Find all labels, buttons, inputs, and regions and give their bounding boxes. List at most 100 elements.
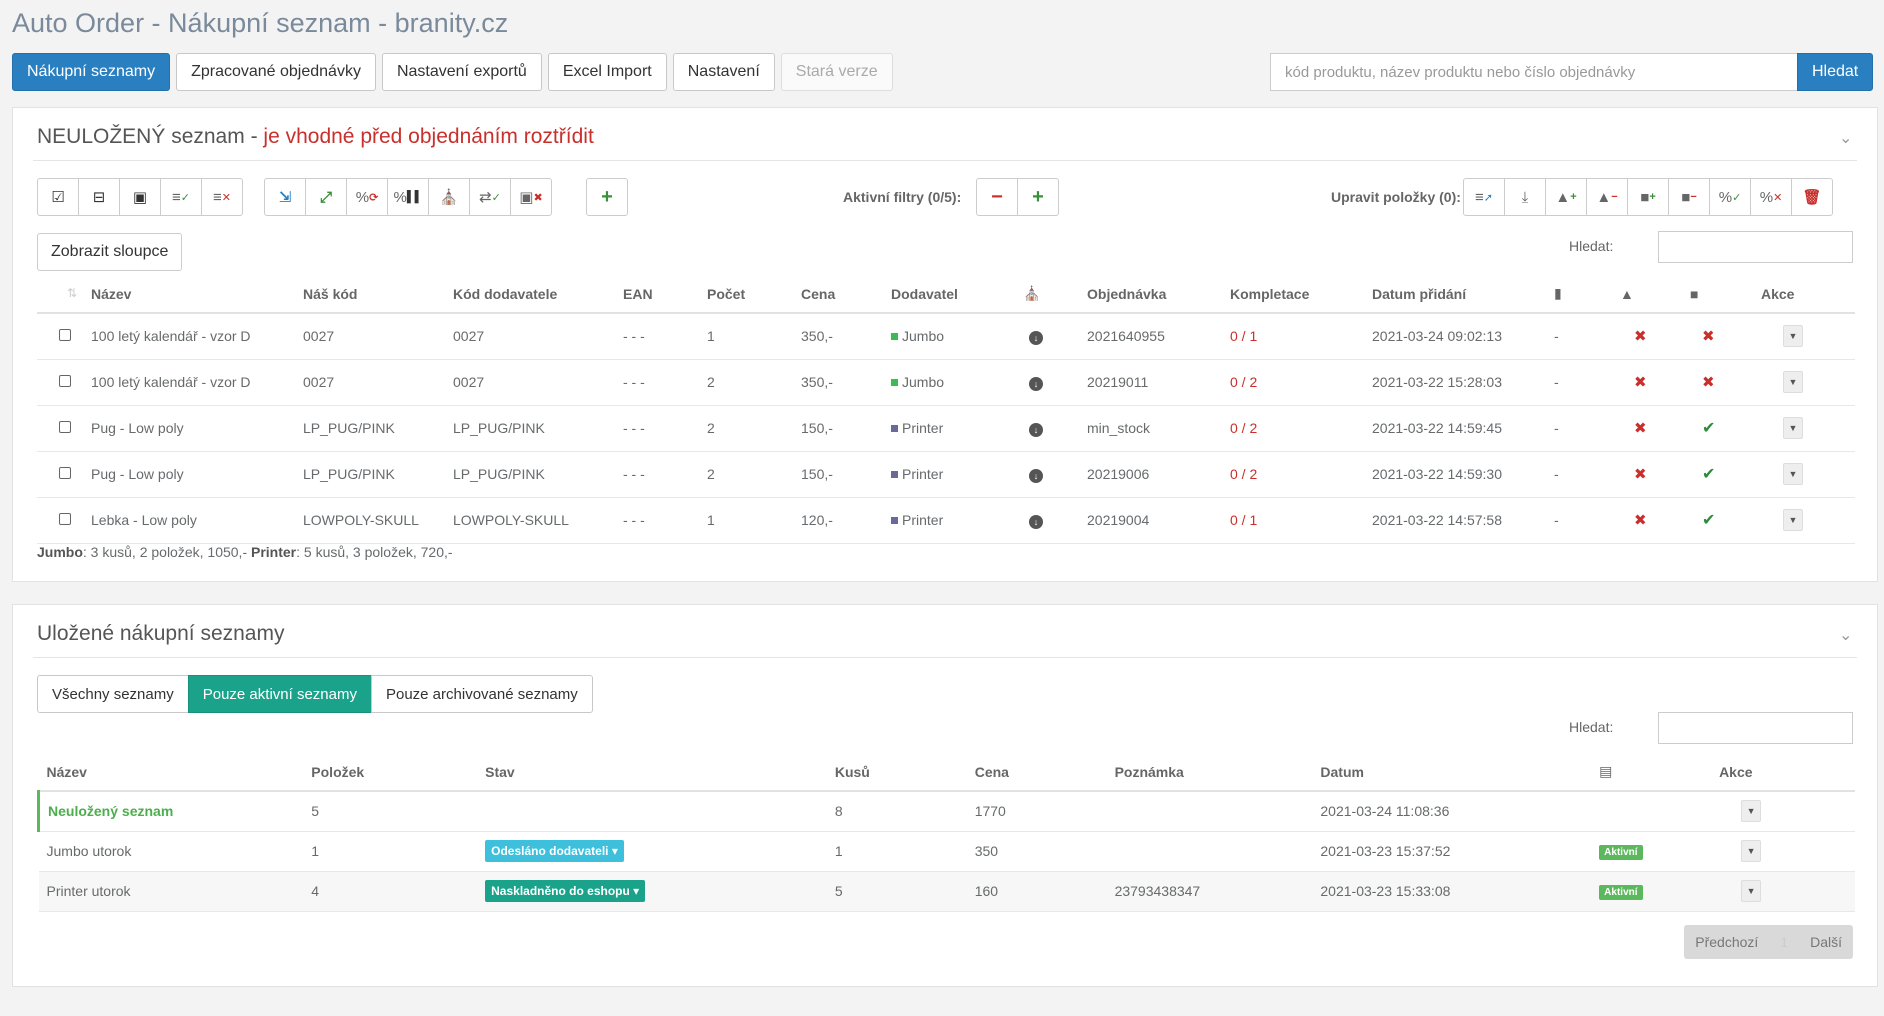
barcode-icon[interactable]: % ▌▌ [387, 178, 429, 216]
col-note-icon[interactable]: ▮ [1546, 275, 1612, 314]
col-ean[interactable]: EAN [615, 275, 699, 314]
col-warehouse-icon[interactable]: ■ [1682, 275, 1753, 314]
table-search-input[interactable] [1658, 231, 1853, 263]
add-filter-icon[interactable]: + [1017, 178, 1059, 216]
col-select[interactable]: ⇅ [37, 275, 83, 314]
row-checkbox[interactable] [59, 375, 71, 387]
note: - [1546, 451, 1612, 498]
screen-remove-icon[interactable]: ▣ ✖ [510, 178, 552, 216]
table-search-input[interactable] [1658, 712, 1853, 744]
select-list-cross-icon[interactable]: ≡ ✕ [201, 178, 243, 216]
nav-settings[interactable]: Nastavení [672, 53, 775, 91]
table-row: Pug - Low poly LP_PUG/PINK LP_PUG/PINK - - … [37, 451, 1855, 498]
invert-selection-icon[interactable]: ▣ [119, 178, 161, 216]
show-columns-button[interactable]: Zobrazit sloupce [37, 233, 183, 271]
note: - [1546, 359, 1612, 406]
nav-export-settings[interactable]: Nastavení exportů [381, 53, 542, 91]
row-actions-dropdown-icon[interactable]: ▼ [1741, 800, 1762, 823]
download-circle-icon[interactable]: ↓ [1029, 376, 1043, 391]
filter-active-lists[interactable]: Pouze aktivní seznamy [187, 675, 372, 713]
collapse-chevron-icon[interactable]: ⌄ [1839, 130, 1853, 147]
list-row[interactable]: Printer utorok 4 Naskladněno do eshopu ▾ 5 1… [38, 871, 1855, 912]
collapse-chevron-icon[interactable]: ⌄ [1839, 627, 1853, 644]
search-button[interactable]: Hledat [1797, 53, 1874, 91]
status-dropdown[interactable]: Naskladněno do eshopu ▾ [485, 880, 646, 902]
row-actions-dropdown-icon[interactable]: ▼ [1741, 840, 1762, 862]
list-status: Naskladněno do eshopu ▾ [477, 871, 827, 912]
download-circle-icon[interactable]: ↓ [1029, 422, 1043, 437]
col-price[interactable]: Cena [966, 753, 1107, 792]
row-actions-dropdown-icon[interactable]: ▼ [1783, 463, 1803, 485]
select-list-check-icon[interactable]: ≡ ✓ [160, 178, 202, 216]
download-circle-icon[interactable]: ↓ [1029, 468, 1043, 483]
compress-icon[interactable]: ⇲ [264, 178, 306, 216]
percent-cross-icon[interactable]: % ✕ [1750, 178, 1792, 216]
nav-old-version[interactable]: Stará verze [780, 53, 893, 91]
store-icon[interactable]: ⛪ [428, 178, 470, 216]
basket-add-icon[interactable]: ▲ + [1545, 178, 1587, 216]
nav-processed-orders[interactable]: Zpracované objednávky [176, 53, 376, 91]
col-completion[interactable]: Kompletace [1222, 275, 1364, 314]
nav-shopping-lists[interactable]: Nákupní seznamy [12, 53, 171, 91]
col-pieces[interactable]: Kusů [826, 753, 967, 792]
select-all-icon[interactable]: ☑ [37, 178, 79, 216]
cross-icon: ✖ [1634, 420, 1647, 437]
download-icon[interactable]: ⤓ [1504, 178, 1546, 216]
list-move-icon[interactable]: ≡ ➚ [1463, 178, 1505, 216]
list-badge-cell: Aktivní [1591, 871, 1712, 912]
trash-icon[interactable]: 🗑 [1791, 178, 1833, 216]
add-item-icon[interactable]: + [586, 178, 628, 216]
col-our-code[interactable]: Náš kód [295, 275, 445, 314]
row-actions-dropdown-icon[interactable]: ▼ [1783, 509, 1803, 531]
col-status[interactable]: Stav [477, 753, 827, 792]
list-status: Odesláno dodavateli ▾ [477, 831, 827, 872]
col-name[interactable]: Název [38, 753, 304, 792]
col-note[interactable]: Poznámka [1106, 753, 1313, 792]
row-actions-dropdown-icon[interactable]: ▼ [1783, 417, 1803, 439]
expand-icon[interactable]: ⤢ [305, 178, 347, 216]
pager-current[interactable]: 1 [1780, 934, 1789, 950]
col-order[interactable]: Objednávka [1079, 275, 1222, 314]
filter-all-lists[interactable]: Všechny seznamy [37, 675, 189, 713]
col-supplier-code[interactable]: Kód dodavatele [445, 275, 615, 314]
col-archive-icon[interactable]: ▤ [1591, 753, 1712, 792]
list-row[interactable]: Neuložený seznam 5 8 1770 2021-03-24 11:08:3… [37, 791, 1855, 832]
col-count[interactable]: Počet [699, 275, 793, 314]
row-checkbox[interactable] [59, 421, 71, 433]
search-input[interactable] [1270, 53, 1797, 91]
row-checkbox[interactable] [59, 467, 71, 479]
col-date-added[interactable]: Datum přidání [1364, 275, 1546, 314]
col-date[interactable]: Datum [1312, 753, 1592, 792]
deselect-all-icon[interactable]: ⊟ [78, 178, 120, 216]
transfer-check-icon[interactable]: ⇄ ✓ [469, 178, 511, 216]
row-actions-dropdown-icon[interactable]: ▼ [1783, 371, 1803, 393]
row-actions-dropdown-icon[interactable]: ▼ [1783, 325, 1803, 348]
list-row[interactable]: Jumbo utorok 1 Odesláno dodavateli ▾ 1 350 20… [38, 831, 1855, 872]
pager-prev[interactable]: Předchozí [1695, 934, 1759, 950]
pager-next[interactable]: Další [1810, 934, 1842, 950]
row-checkbox[interactable] [59, 329, 71, 342]
table-header-row: Název Položek Stav Kusů Cena Poznámka Da… [38, 753, 1855, 792]
remove-filter-icon[interactable]: − [976, 178, 1018, 216]
unlink-icon[interactable]: % ⟳ [346, 178, 388, 216]
warehouse-add-icon[interactable]: ■ + [1627, 178, 1669, 216]
col-store-icon[interactable]: ⛪ [1015, 275, 1079, 314]
col-price[interactable]: Cena [793, 275, 883, 314]
download-circle-icon[interactable]: ↓ [1029, 330, 1043, 345]
percent-check-icon[interactable]: % ✓ [1709, 178, 1751, 216]
col-name[interactable]: Název [83, 275, 295, 314]
saved-lists-body: Neuložený seznam 5 8 1770 2021-03-24 11:08:3… [37, 791, 1855, 912]
col-supplier[interactable]: Dodavatel [883, 275, 1015, 314]
order-number: 20219011 [1079, 359, 1222, 406]
row-checkbox[interactable] [59, 513, 71, 525]
download-circle-icon[interactable]: ↓ [1029, 514, 1043, 529]
row-actions-dropdown-icon[interactable]: ▼ [1741, 880, 1762, 902]
col-items[interactable]: Položek [303, 753, 478, 792]
status-dropdown[interactable]: Odesláno dodavateli ▾ [485, 840, 624, 862]
col-basket-icon[interactable]: ▲ [1612, 275, 1682, 314]
filter-archived-lists[interactable]: Pouze archivované seznamy [370, 675, 593, 713]
nav-excel-import[interactable]: Excel Import [547, 53, 667, 91]
warehouse-remove-icon[interactable]: ■ − [1668, 178, 1710, 216]
basket-remove-icon[interactable]: ▲ − [1586, 178, 1628, 216]
cross-icon: ✖ [1634, 328, 1647, 346]
